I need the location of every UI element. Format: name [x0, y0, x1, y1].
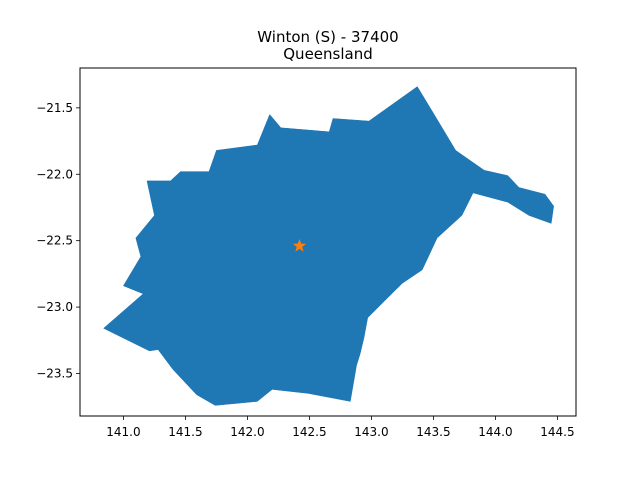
y-tick-label: −22.5	[36, 234, 73, 248]
y-tick-label: −22.0	[36, 167, 73, 181]
x-tick-label: 141.0	[106, 425, 140, 439]
x-tick-label: 143.5	[416, 425, 450, 439]
x-tick-label: 142.0	[230, 425, 264, 439]
x-tick-label: 144.0	[478, 425, 512, 439]
y-axis: −21.5 −22.0 −22.5 −23.0 −23.5	[36, 101, 80, 380]
chart-title: Winton (S) - 37400	[257, 28, 398, 46]
y-tick-label: −21.5	[36, 101, 73, 115]
x-axis: 141.0 141.5 142.0 142.5 143.0 143.5 144.0 144.5	[106, 416, 575, 439]
x-tick-label: 144.5	[540, 425, 574, 439]
plot-area	[103, 86, 554, 406]
y-tick-label: −23.5	[36, 366, 73, 380]
centroid-star-marker	[292, 239, 307, 252]
x-tick-label: 142.5	[292, 425, 326, 439]
axes-frame	[79, 67, 577, 417]
winton-shire-region	[103, 86, 554, 406]
chart-subtitle: Queensland	[283, 45, 372, 63]
x-tick-label: 143.0	[354, 425, 388, 439]
y-tick-label: −23.0	[36, 300, 73, 314]
x-tick-label: 141.5	[168, 425, 202, 439]
